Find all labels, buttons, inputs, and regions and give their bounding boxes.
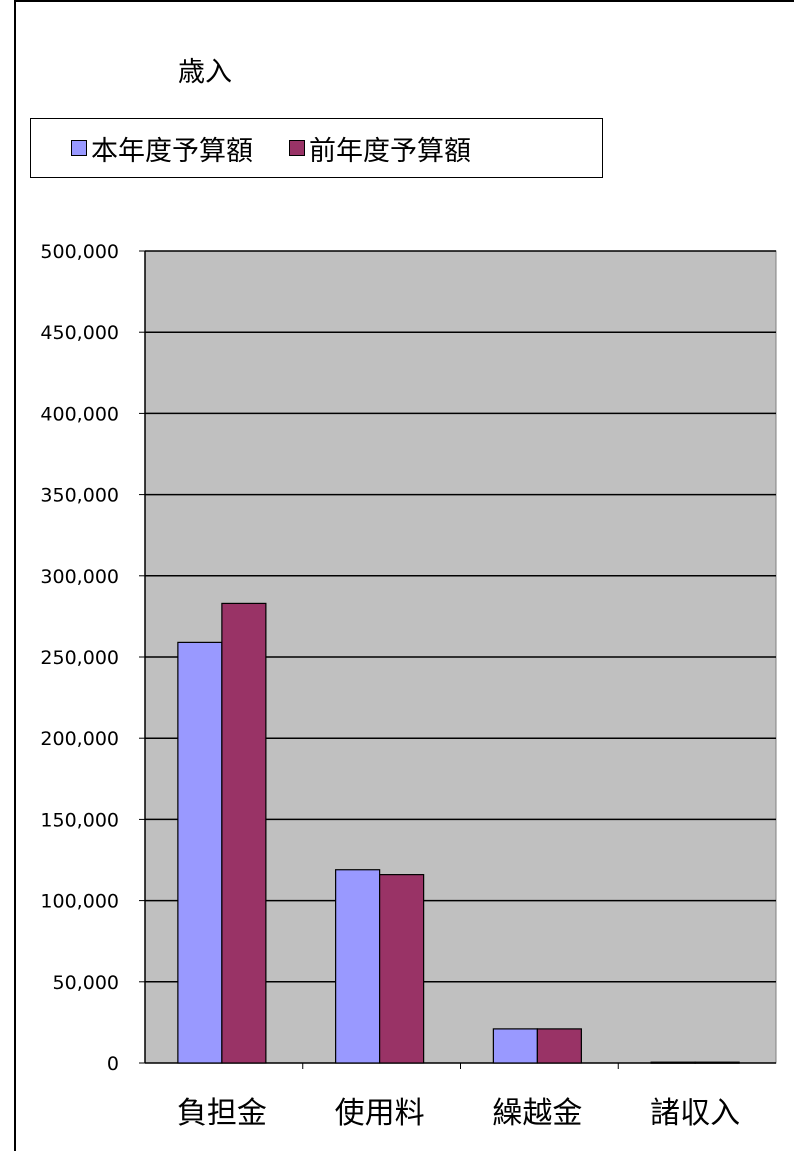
y-tick-label: 350,000 xyxy=(40,485,119,507)
bar-current-year xyxy=(650,1061,696,1064)
y-tick-label: 250,000 xyxy=(40,647,119,669)
bar-current-year xyxy=(177,641,223,1064)
y-tick-label: 100,000 xyxy=(40,891,119,913)
y-tick-label: 50,000 xyxy=(53,972,119,994)
chart-legend: 本年度予算額 前年度予算額 xyxy=(30,118,603,178)
y-tick-label: 450,000 xyxy=(40,322,119,344)
bar-previous-year xyxy=(536,1028,582,1064)
legend-swatch-previous-year xyxy=(289,140,305,156)
legend-label-current-year: 本年度予算額 xyxy=(91,135,253,167)
y-tick-label: 300,000 xyxy=(40,566,119,588)
x-tick-label: 負担金 xyxy=(177,1096,267,1131)
chart-frame xyxy=(14,0,794,1151)
x-tick-label: 諸収入 xyxy=(650,1096,740,1131)
legend-item-previous-year: 前年度予算額 xyxy=(289,129,471,168)
legend-swatch-current-year xyxy=(71,140,87,156)
bar-previous-year xyxy=(694,1061,740,1064)
y-tick-label: 150,000 xyxy=(40,809,119,831)
x-tick-label: 使用料 xyxy=(335,1096,425,1131)
legend-item-current-year: 本年度予算額 xyxy=(71,129,253,168)
y-tick-label: 400,000 xyxy=(40,403,119,425)
bar-previous-year xyxy=(221,602,267,1064)
y-tick-label: 500,000 xyxy=(40,241,119,263)
y-tick-label: 0 xyxy=(107,1053,119,1075)
bar-current-year xyxy=(335,869,381,1064)
legend-label-previous-year: 前年度予算額 xyxy=(309,135,471,167)
y-tick-label: 200,000 xyxy=(40,728,119,750)
x-tick-label: 繰越金 xyxy=(492,1096,582,1131)
bar-previous-year xyxy=(379,874,425,1064)
bar-current-year xyxy=(492,1028,538,1064)
chart-title: 歳入 xyxy=(178,57,232,88)
